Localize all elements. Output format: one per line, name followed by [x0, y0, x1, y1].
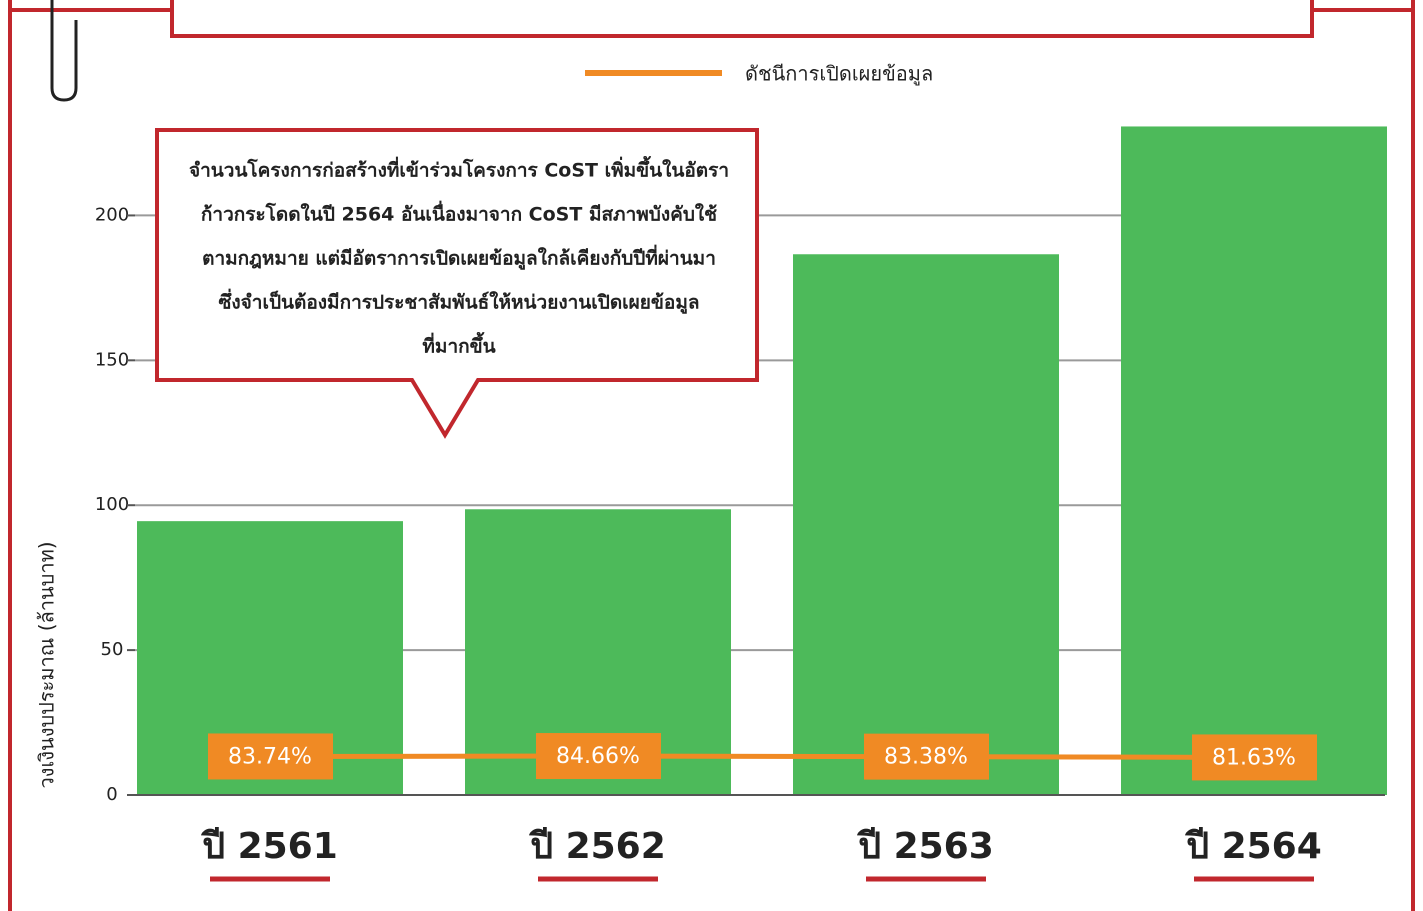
value-label: 83.74% — [228, 744, 312, 769]
value-label: 84.66% — [556, 744, 640, 769]
y-tick-label: 0 — [106, 784, 117, 805]
title-box — [170, 0, 1314, 38]
value-label-box — [536, 733, 661, 780]
annotation-text: ก้าวกระโดดในปี 2564 อันเนื่องมาจาก CoST … — [201, 201, 717, 226]
value-label-box — [864, 733, 989, 780]
legend-label: ดัชนีการเปิดเผยข้อมูล — [745, 62, 933, 87]
annotation-text: จำนวนโครงการก่อสร้างที่เข้าร่วมโครงการ C… — [189, 156, 729, 182]
x-tick-label: ปี 2563 — [857, 826, 994, 867]
value-label: 83.38% — [884, 745, 968, 770]
value-label: 81.63% — [1212, 745, 1296, 770]
annotation-text: ที่มากขึ้น — [422, 332, 495, 358]
frame — [8, 0, 1415, 911]
x-tick-label: ปี 2564 — [1185, 826, 1322, 867]
annotation-text: ตามกฎหมาย แต่มีอัตราการเปิดเผยข้อมูลใกล้… — [202, 245, 716, 271]
annotation-box — [155, 128, 759, 439]
y-tick-label: 150 — [95, 349, 129, 370]
line — [269, 753, 1255, 760]
y-tick-label: 50 — [101, 639, 124, 660]
annotation-text: ซึ่งจำเป็นต้องมีการประชาสัมพันธ์ให้หน่วย… — [219, 289, 700, 315]
y-axis-label: วงเงินงบประมาณ (ล้านบาท) — [35, 541, 59, 788]
x-tick-label: ปี 2562 — [529, 826, 666, 867]
x-tick-label: ปี 2561 — [201, 826, 338, 867]
value-label-box — [208, 733, 333, 780]
y-tick-label: 200 — [95, 204, 129, 225]
y-tick-label: 100 — [95, 494, 129, 515]
bar — [1121, 126, 1387, 795]
bar — [793, 254, 1059, 795]
value-label-box — [1192, 734, 1317, 781]
paperclip — [50, 0, 78, 102]
